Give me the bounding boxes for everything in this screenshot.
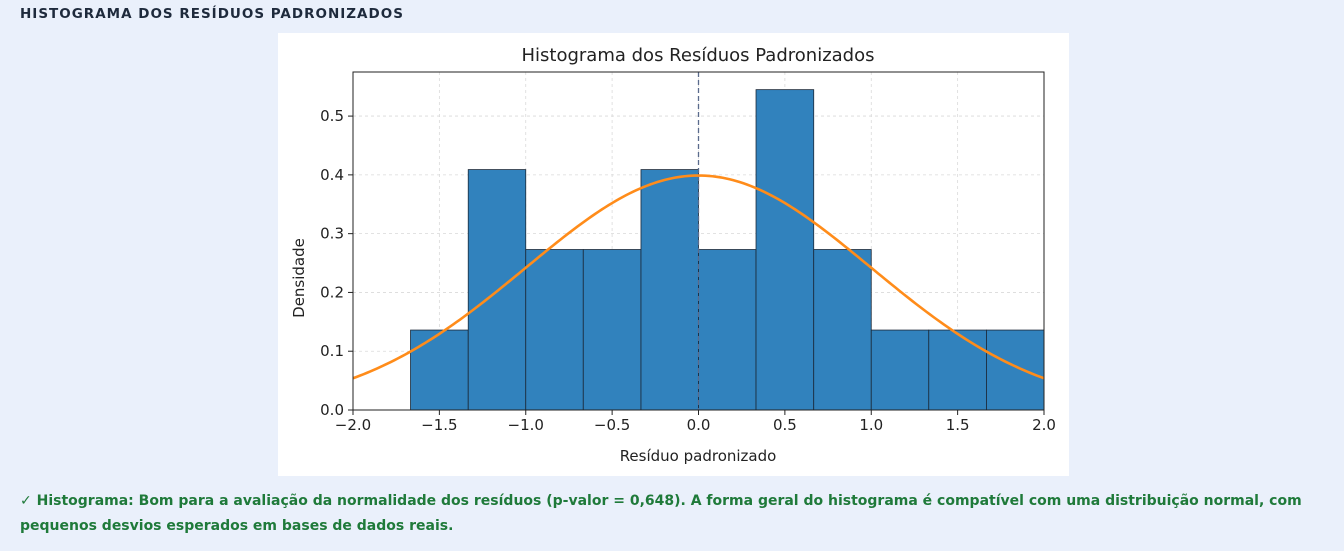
section-title: HISTOGRAMA DOS RESÍDUOS PADRONIZADOS: [20, 6, 404, 22]
x-tick-label: −1.0: [508, 416, 544, 434]
x-tick-label: −0.5: [594, 416, 630, 434]
y-tick-label: 0.5: [320, 107, 344, 125]
x-tick-label: −2.0: [335, 416, 371, 434]
histogram-bar: [755, 89, 815, 411]
y-tick-label: 0.1: [320, 342, 344, 360]
x-axis-label: Resíduo padronizado: [620, 447, 777, 465]
chart-title: Histograma dos Resíduos Padronizados: [522, 45, 875, 66]
y-tick-label: 0.3: [320, 225, 344, 243]
histogram-bar: [525, 249, 584, 411]
x-tick-label: 1.0: [859, 416, 883, 434]
histogram-bar: [870, 329, 930, 411]
curve-layer: [352, 174, 1045, 380]
y-tick-label: 0.0: [320, 401, 344, 419]
x-tick-label: 0.0: [687, 416, 711, 434]
normality-note: ✓ Histograma: Bom para a avaliação da no…: [20, 493, 1302, 534]
normal-density-curve: [352, 174, 1045, 380]
bars-layer: [410, 89, 1045, 411]
histogram-bar: [698, 249, 757, 411]
chart-card: −2.0 −1.5 −1.0 −0.5 0.0 0.5 1.0 1.5 2.0 0.0 0.1 0.2…: [278, 33, 1069, 476]
histogram-bar: [640, 169, 699, 411]
y-axis-label: Densidade: [290, 238, 308, 318]
x-tick-label: −1.5: [421, 416, 457, 434]
histogram-chart: −2.0 −1.5 −1.0 −0.5 0.0 0.5 1.0 1.5 2.0 0.0 0.1 0.2…: [290, 45, 1056, 465]
y-tick-label: 0.2: [320, 283, 344, 301]
axes-layer: −2.0 −1.5 −1.0 −0.5 0.0 0.5 1.0 1.5 2.0 0.0 0.1 0.2…: [320, 71, 1056, 434]
histogram-bar: [986, 329, 1045, 411]
histogram-bar: [410, 329, 469, 411]
x-tick-label: 2.0: [1032, 416, 1056, 434]
y-tick-label: 0.4: [320, 166, 344, 184]
histogram-bar: [813, 249, 872, 411]
x-tick-label: 0.5: [773, 416, 797, 434]
x-tick-label: 1.5: [946, 416, 970, 434]
histogram-bar: [928, 329, 987, 411]
histogram-bar: [582, 249, 642, 411]
